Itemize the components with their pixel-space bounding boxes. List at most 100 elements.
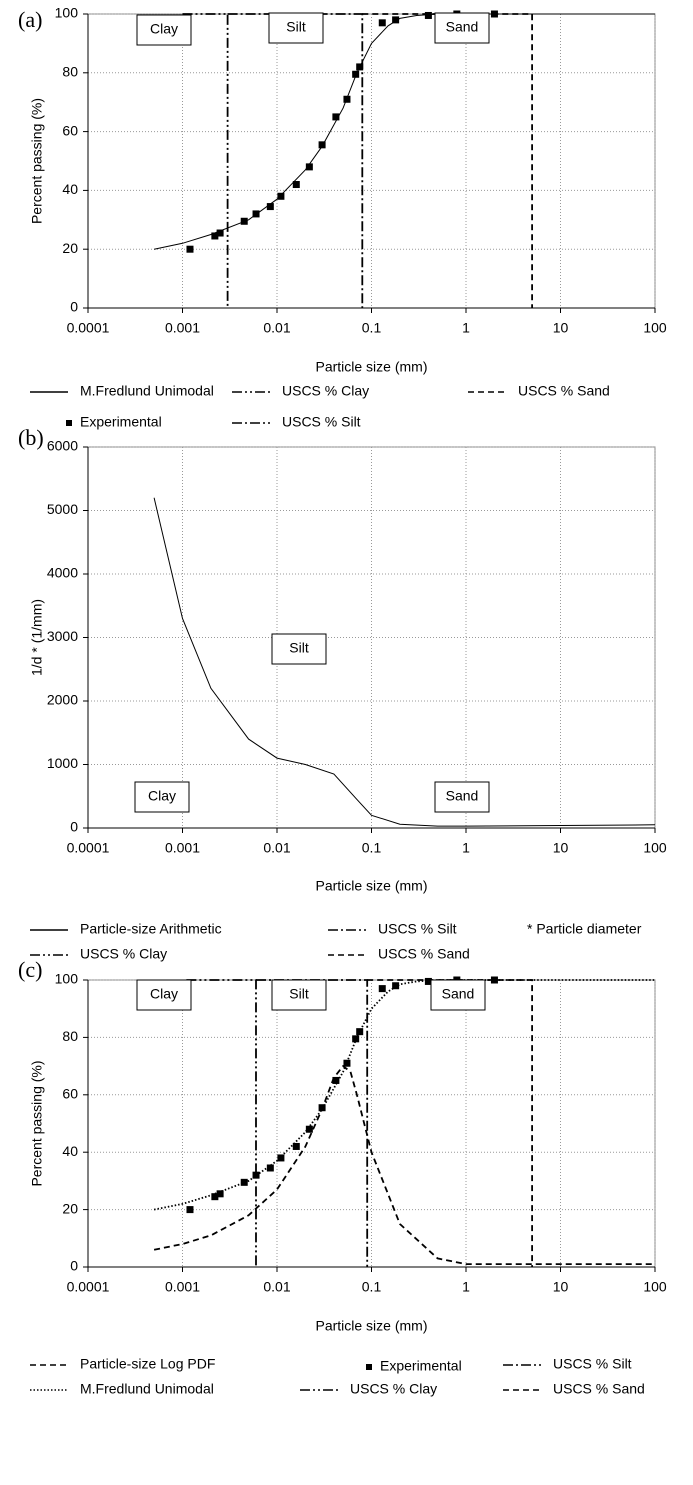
legend-label: USCS % Clay: [80, 946, 167, 962]
y-tick-label: 20: [62, 240, 78, 256]
annotation: Sand: [434, 781, 490, 813]
data-point: [392, 16, 400, 24]
y-axis-label: Percent passing (%): [29, 98, 45, 224]
x-axis-label: Particle size (mm): [315, 359, 427, 375]
x-tick-label: 100: [643, 1279, 667, 1295]
y-tick-label: 5000: [47, 501, 78, 517]
data-point: [277, 192, 285, 200]
annotation-label: Clay: [150, 986, 178, 1002]
y-tick-label: 60: [62, 1086, 78, 1102]
legend-marker: [66, 420, 72, 426]
annotation-label: Sand: [446, 19, 479, 35]
annotation: Sand: [430, 979, 486, 1011]
data-point: [266, 1164, 274, 1172]
annotation: Silt: [271, 633, 327, 665]
legend-label: USCS % Sand: [378, 946, 470, 962]
data-point: [240, 217, 248, 225]
legend-label: USCS % Clay: [350, 1381, 437, 1397]
note: * Particle diameter: [527, 921, 642, 937]
annotation-label: Clay: [148, 788, 176, 804]
y-tick-label: 40: [62, 1143, 78, 1159]
data-point: [378, 985, 386, 993]
data-point: [216, 1190, 224, 1198]
data-point: [356, 63, 364, 71]
data-point: [240, 1178, 248, 1186]
legend-label: USCS % Clay: [282, 383, 369, 399]
annotation-box: [271, 633, 327, 665]
annotation: Silt: [268, 12, 324, 44]
data-point: [305, 163, 313, 171]
y-axis-label: Percent passing (%): [29, 1060, 45, 1186]
y-tick-label: 0: [70, 1258, 78, 1274]
data-point: [352, 1035, 360, 1043]
x-tick-label: 0.001: [165, 1279, 200, 1295]
legend-label: USCS % Silt: [378, 921, 457, 937]
y-tick-label: 2000: [47, 692, 78, 708]
x-tick-label: 0.001: [165, 840, 200, 856]
x-tick-label: 0.0001: [67, 1279, 110, 1295]
annotation-label: Silt: [286, 19, 306, 35]
data-point: [392, 982, 400, 990]
legend-label: USCS % Silt: [553, 1356, 632, 1372]
data-point: [305, 1125, 313, 1133]
x-axis-label: Particle size (mm): [315, 1318, 427, 1334]
x-tick-label: 100: [643, 840, 667, 856]
series-line: [153, 979, 655, 1211]
x-tick-label: 10: [553, 320, 569, 336]
data-point: [186, 1206, 194, 1214]
annotation-label: Sand: [442, 986, 475, 1002]
annotation-box: [136, 14, 192, 46]
data-point: [252, 210, 260, 218]
data-point: [424, 11, 432, 19]
x-tick-label: 0.01: [263, 1279, 290, 1295]
annotation-label: Clay: [150, 21, 178, 37]
y-tick-label: 0: [70, 299, 78, 315]
x-tick-label: 100: [643, 320, 667, 336]
annotation-box: [434, 781, 490, 813]
plot-area: [87, 979, 656, 1268]
legend-label: Particle-size Log PDF: [80, 1356, 215, 1372]
x-tick-label: 0.001: [165, 320, 200, 336]
data-point: [277, 1154, 285, 1162]
data-point: [211, 232, 219, 240]
x-tick-label: 0.1: [362, 840, 382, 856]
y-axis-label: 1/d * (1/mm): [29, 599, 45, 676]
data-point: [332, 113, 340, 121]
data-point: [424, 977, 432, 985]
x-axis-label: Particle size (mm): [315, 878, 427, 894]
annotation: Clay: [136, 14, 192, 46]
data-point: [266, 203, 274, 211]
data-point: [292, 1142, 300, 1150]
y-tick-label: 0: [70, 819, 78, 835]
annotation-box: [430, 979, 486, 1011]
data-point: [186, 245, 194, 253]
panel-label: (a): [18, 7, 42, 32]
data-point: [378, 19, 386, 27]
y-tick-label: 6000: [47, 438, 78, 454]
data-point: [356, 1028, 364, 1036]
annotation: Sand: [434, 12, 490, 44]
x-tick-label: 0.1: [362, 320, 382, 336]
series-line: [367, 979, 533, 1267]
annotation-box: [434, 12, 490, 44]
y-tick-label: 100: [55, 971, 79, 987]
legend-label: USCS % Sand: [553, 1381, 645, 1397]
legend-marker: [366, 1364, 372, 1370]
annotation-box: [134, 781, 190, 813]
x-tick-label: 0.01: [263, 320, 290, 336]
legend-label: M.Fredlund Unimodal: [80, 1381, 214, 1397]
annotation-box: [268, 12, 324, 44]
data-point: [252, 1171, 260, 1179]
legend-label: M.Fredlund Unimodal: [80, 383, 214, 399]
data-point: [352, 70, 360, 78]
panel-label: (c): [18, 957, 42, 982]
annotation-label: Silt: [289, 640, 309, 656]
annotation: Clay: [136, 979, 192, 1011]
annotation-box: [136, 979, 192, 1011]
legend-label: USCS % Silt: [282, 414, 361, 430]
y-tick-label: 3000: [47, 628, 78, 644]
annotation: Clay: [134, 781, 190, 813]
series-line: [153, 1064, 655, 1265]
data-point: [318, 141, 326, 149]
